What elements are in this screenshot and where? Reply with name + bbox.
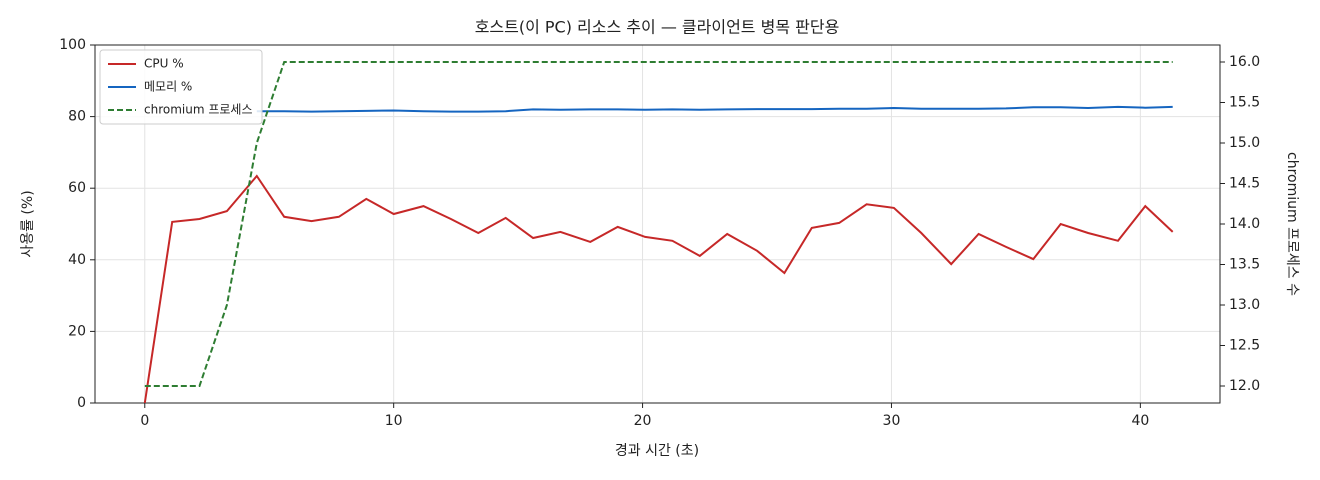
y-tick-label: 80 bbox=[68, 109, 86, 125]
y-tick-label: 0 bbox=[77, 395, 86, 411]
x-tick-label: 30 bbox=[883, 413, 901, 429]
y2-axis-label: chromium 프로세스 수 bbox=[1284, 152, 1300, 296]
y2-tick-label: 12.5 bbox=[1229, 337, 1260, 353]
y-axis-label: 사용률 (%) bbox=[20, 190, 36, 257]
plot-frame bbox=[94, 44, 1221, 404]
legend-label: 메모리 % bbox=[144, 80, 192, 94]
chart-title: 호스트(이 PC) 리소스 추이 — 클라이언트 병목 판단용 bbox=[475, 18, 840, 37]
line-series bbox=[256, 105, 1173, 113]
y2-tick-label: 13.0 bbox=[1229, 297, 1260, 313]
x-tick-label: 10 bbox=[385, 413, 403, 429]
x-tick-label: 20 bbox=[634, 413, 652, 429]
y2-tick-label: 13.5 bbox=[1229, 256, 1260, 272]
y2-tick-label: 15.5 bbox=[1229, 95, 1260, 111]
legend-label: chromium 프로세스 bbox=[144, 103, 253, 117]
x-tick-label: 40 bbox=[1131, 413, 1149, 429]
y2-tick-label: 16.0 bbox=[1229, 54, 1260, 70]
line-series bbox=[143, 174, 1174, 404]
y2-tick-label: 14.0 bbox=[1229, 216, 1260, 232]
y-tick-label: 40 bbox=[68, 252, 86, 268]
y2-tick-label: 12.0 bbox=[1229, 378, 1260, 394]
y-tick-label: 100 bbox=[59, 37, 86, 53]
legend-label: CPU % bbox=[144, 57, 184, 71]
x-tick-label: 0 bbox=[140, 413, 149, 429]
y-tick-label: 20 bbox=[68, 323, 86, 339]
y-tick-label: 60 bbox=[68, 180, 86, 196]
x-axis-label: 경과 시간 (초) bbox=[615, 443, 699, 459]
line-series bbox=[144, 61, 1173, 387]
y2-tick-label: 15.0 bbox=[1229, 135, 1260, 151]
y2-tick-label: 14.5 bbox=[1229, 176, 1260, 192]
legend-box bbox=[99, 49, 263, 125]
